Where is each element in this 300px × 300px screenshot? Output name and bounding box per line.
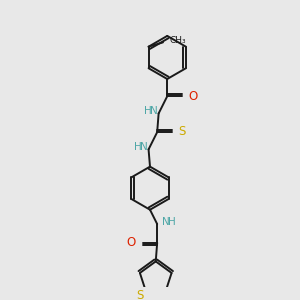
Text: O: O [189, 90, 198, 103]
Text: N: N [140, 142, 147, 152]
Text: S: S [179, 125, 186, 138]
Text: N: N [150, 106, 157, 116]
Text: H: H [134, 142, 142, 152]
Text: H: H [144, 106, 152, 116]
Text: S: S [136, 289, 143, 300]
Text: CH₃: CH₃ [169, 36, 186, 45]
Text: N: N [162, 217, 170, 227]
Text: O: O [126, 236, 136, 249]
Text: H: H [168, 217, 176, 227]
